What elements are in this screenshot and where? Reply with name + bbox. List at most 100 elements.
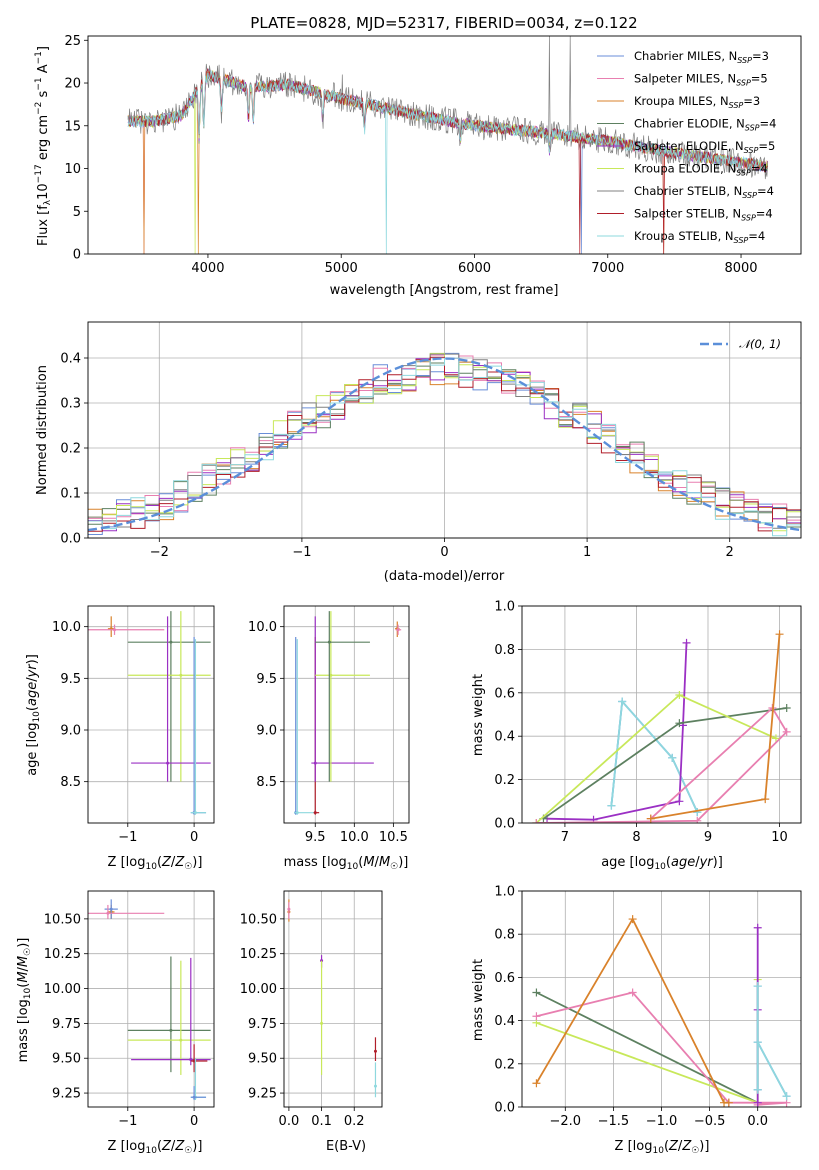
z-mass-xlabel: Z [log10(Z/Z☉)] [108, 1139, 203, 1156]
mass-age-xlabel: mass [log10(M/M☉)] [284, 855, 409, 872]
errorbar-kroupa-elodie [315, 611, 370, 782]
weight-kroupa-elodie [532, 690, 780, 823]
weight-line [535, 991, 759, 1104]
hist-kroupa-stelib [88, 357, 801, 537]
plus-marker [771, 734, 780, 743]
axes-frame [283, 890, 383, 1108]
z-age-panel: Z [log10(Z/Z☉)] age [log10(age/yr)] −1 0 8… [25, 605, 215, 872]
point-marker [179, 1038, 183, 1042]
y-tick-label: 0.6 [494, 971, 515, 986]
y-tick-label: 9.50 [52, 1052, 81, 1067]
residual-xlabel: (data-model)/error [384, 569, 505, 584]
point-marker [113, 628, 117, 632]
x-tick-label: −1 [118, 830, 137, 845]
weight-line [610, 699, 699, 813]
y-tick-label: 5 [73, 205, 81, 220]
x-tick-label: 0.0 [279, 1114, 300, 1129]
plus-marker [782, 1092, 791, 1101]
y-tick-label: 0.2 [60, 442, 81, 457]
y-tick-label: 10.0 [248, 620, 277, 635]
errorbar-chabrier-elodie [315, 611, 370, 782]
plus-marker [607, 801, 616, 810]
point-marker [179, 673, 183, 677]
plus-marker [618, 697, 627, 706]
errorbar-chabrier-miles [104, 899, 118, 919]
errorbar-salpeter-miles [395, 624, 402, 635]
y-tick-label: 0.0 [494, 817, 515, 832]
y-tick-label: 9.5 [60, 672, 81, 687]
x-tick-label: 7000 [591, 261, 624, 276]
axes-frame [87, 890, 215, 1108]
x-tick-label: −1 [292, 545, 311, 560]
plus-marker [675, 797, 684, 806]
errorbar-salpeter-elodie [131, 616, 211, 782]
y-tick-label: 10.0 [52, 620, 81, 635]
point-marker [320, 1021, 324, 1025]
point-marker [166, 761, 170, 765]
age-weight-xlabel: age [log10(age/yr)] [601, 855, 723, 872]
z-weight-ylabel: mass weight [471, 959, 486, 1041]
weight-kroupa-miles [532, 915, 733, 1107]
axes-frame [283, 605, 410, 824]
plus-marker [532, 988, 541, 997]
y-tick-label: 0.2 [494, 1057, 515, 1072]
plus-marker [682, 638, 691, 647]
spectrum-xlabel: wavelength [Angstrom, rest frame] [330, 283, 559, 298]
x-tick-label: 9 [704, 830, 712, 845]
y-tick-label: 0.0 [60, 532, 81, 547]
axes-frame [87, 321, 802, 539]
y-tick-label: 9.25 [52, 1087, 81, 1102]
x-tick-label: 0 [190, 830, 198, 845]
errorbar-kroupa-elodie [127, 960, 211, 1075]
x-tick-label: −0.5 [694, 1114, 726, 1129]
plus-marker [753, 1098, 762, 1107]
age-weight-panel: age [log10(age/yr)] mass weight 7 8 9 10 0.0… [471, 600, 802, 872]
plus-marker [753, 1038, 762, 1047]
y-tick-label: 8.5 [60, 775, 81, 790]
y-tick-label: 10.00 [240, 982, 277, 997]
x-tick-label: −2.0 [550, 1114, 582, 1129]
plus-marker [532, 1079, 541, 1088]
series-kroupa-stelib [127, 69, 768, 254]
errorbar-kroupa-stelib [373, 1062, 377, 1098]
spectrum-ylabel: Flux [fλ10−17 erg cm−2 s−1 A−1] [34, 46, 53, 246]
x-tick-label: 7 [561, 830, 569, 845]
hist-chabrier-stelib [88, 353, 801, 529]
x-tick-label: 0.2 [344, 1114, 365, 1129]
plus-marker [532, 1012, 541, 1021]
y-tick-label: 9.75 [248, 1017, 277, 1032]
plus-marker [675, 690, 684, 699]
x-tick-label: 0 [440, 545, 448, 560]
x-tick-label: 2 [726, 545, 734, 560]
point-marker [287, 907, 291, 911]
x-tick-label: 6000 [458, 261, 491, 276]
x-tick-label: −2 [150, 545, 169, 560]
z-age-ylabel: age [log10(age/yr)] [25, 654, 42, 776]
y-tick-label: 0.1 [60, 487, 81, 502]
y-tick-label: 9.0 [60, 724, 81, 739]
residual-ylabel: Normed distribution [35, 365, 50, 495]
x-tick-label: 0 [190, 1114, 198, 1129]
weight-chabrier-elodie [539, 703, 791, 823]
y-tick-label: 0.4 [60, 352, 81, 367]
axes-frame [521, 890, 802, 1108]
point-marker [295, 811, 299, 815]
ebv-mass-panel: E(B-V) 0.0 0.1 0.2 9.25 9.50 9.75 10.00 10.25 10… [240, 890, 383, 1154]
weight-line [756, 986, 788, 1097]
x-tick-label: 9.5 [305, 830, 326, 845]
legend-label: Salpeter MILES, NSSP=5 [634, 72, 768, 88]
errorbar-kroupa-elodie [127, 611, 211, 782]
point-marker [373, 1084, 377, 1088]
plus-marker [693, 816, 702, 823]
hist-salpeter-stelib [88, 356, 801, 532]
y-tick-label: 0.4 [494, 1014, 515, 1029]
z-age-xlabel: Z [log10(Z/Z☉)] [108, 855, 203, 872]
errorbar-salpeter-miles [88, 904, 165, 919]
plus-marker [532, 819, 541, 823]
y-tick-label: 0.4 [494, 730, 515, 745]
y-tick-label: 0.6 [494, 686, 515, 701]
x-tick-label: 10 [771, 830, 788, 845]
point-marker [169, 640, 173, 644]
errorbar-chabrier-elodie [127, 611, 211, 782]
